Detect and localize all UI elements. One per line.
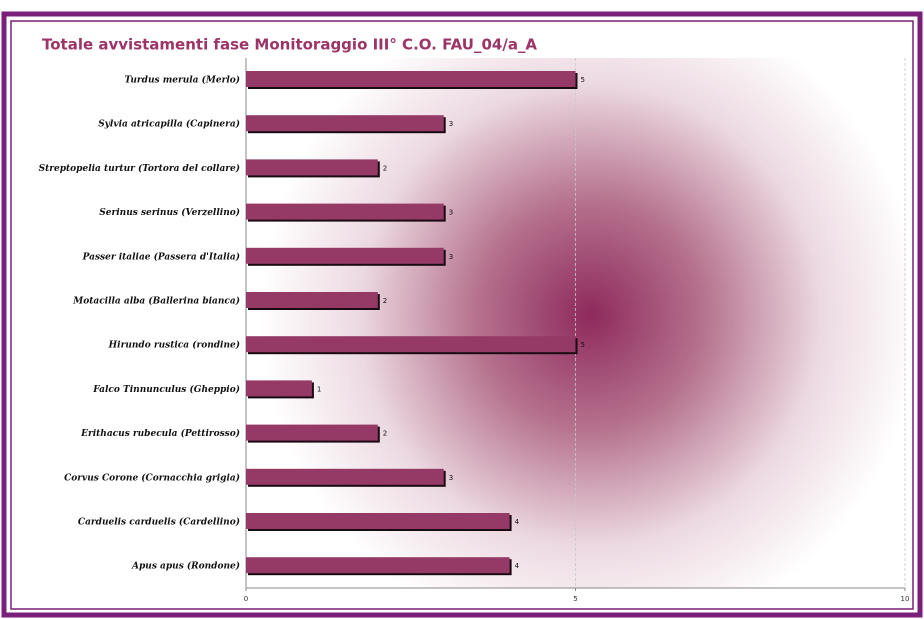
bar xyxy=(246,380,312,397)
y-tick-label: Serinus serinus (Verzellino) xyxy=(99,207,240,218)
x-tick-label: 0 xyxy=(244,595,248,603)
chart-title: Totale avvistamenti fase Monitoraggio II… xyxy=(42,36,537,54)
bar xyxy=(246,468,444,485)
y-tick-label: Motacilla alba (Ballerina bianca) xyxy=(72,296,240,307)
value-label: 2 xyxy=(383,430,387,438)
value-label: 3 xyxy=(449,209,453,217)
y-tick-label: Carduelis carduelis (Cardellino) xyxy=(78,517,240,528)
value-label: 4 xyxy=(515,562,520,570)
value-label: 3 xyxy=(449,120,453,128)
y-tick-label: Falco Tinnunculus (Gheppio) xyxy=(92,384,240,395)
bar xyxy=(246,115,444,132)
bar xyxy=(246,292,378,308)
value-label: 2 xyxy=(383,164,387,172)
value-label: 3 xyxy=(449,253,453,261)
x-tick-label: 10 xyxy=(901,595,910,603)
frame-inner xyxy=(10,20,914,610)
value-label: 5 xyxy=(581,341,585,349)
bar xyxy=(246,557,510,574)
value-label: 2 xyxy=(383,297,387,305)
bar xyxy=(246,247,444,264)
value-label: 1 xyxy=(317,385,321,393)
bar xyxy=(246,336,576,353)
y-tick-label: Sylvia atricapilla (Capinera) xyxy=(98,119,240,130)
bar xyxy=(246,71,576,87)
bar xyxy=(246,159,378,176)
y-tick-label: Corvus Corone (Cornacchia grigia) xyxy=(64,472,240,483)
frame xyxy=(1,11,923,618)
bar xyxy=(246,424,378,441)
y-tick-label: Streptopelia turtur (Tortora del collare… xyxy=(39,163,240,174)
y-tick-label: Passer italiae (Passera d'Italia) xyxy=(82,251,240,262)
value-label: 5 xyxy=(581,76,585,84)
x-tick-label: 5 xyxy=(573,595,577,603)
y-tick-label: Erithacus rubecula (Pettirosso) xyxy=(80,428,240,439)
bar xyxy=(246,203,444,220)
y-tick-label: Hirundo rustica (rondine) xyxy=(108,340,240,351)
bar xyxy=(246,513,510,529)
y-tick-label: Apus apus (Rondone) xyxy=(131,561,240,572)
value-label: 4 xyxy=(515,518,520,526)
value-label: 3 xyxy=(449,474,453,482)
y-tick-label: Turdus merula (Merlo) xyxy=(125,75,240,86)
